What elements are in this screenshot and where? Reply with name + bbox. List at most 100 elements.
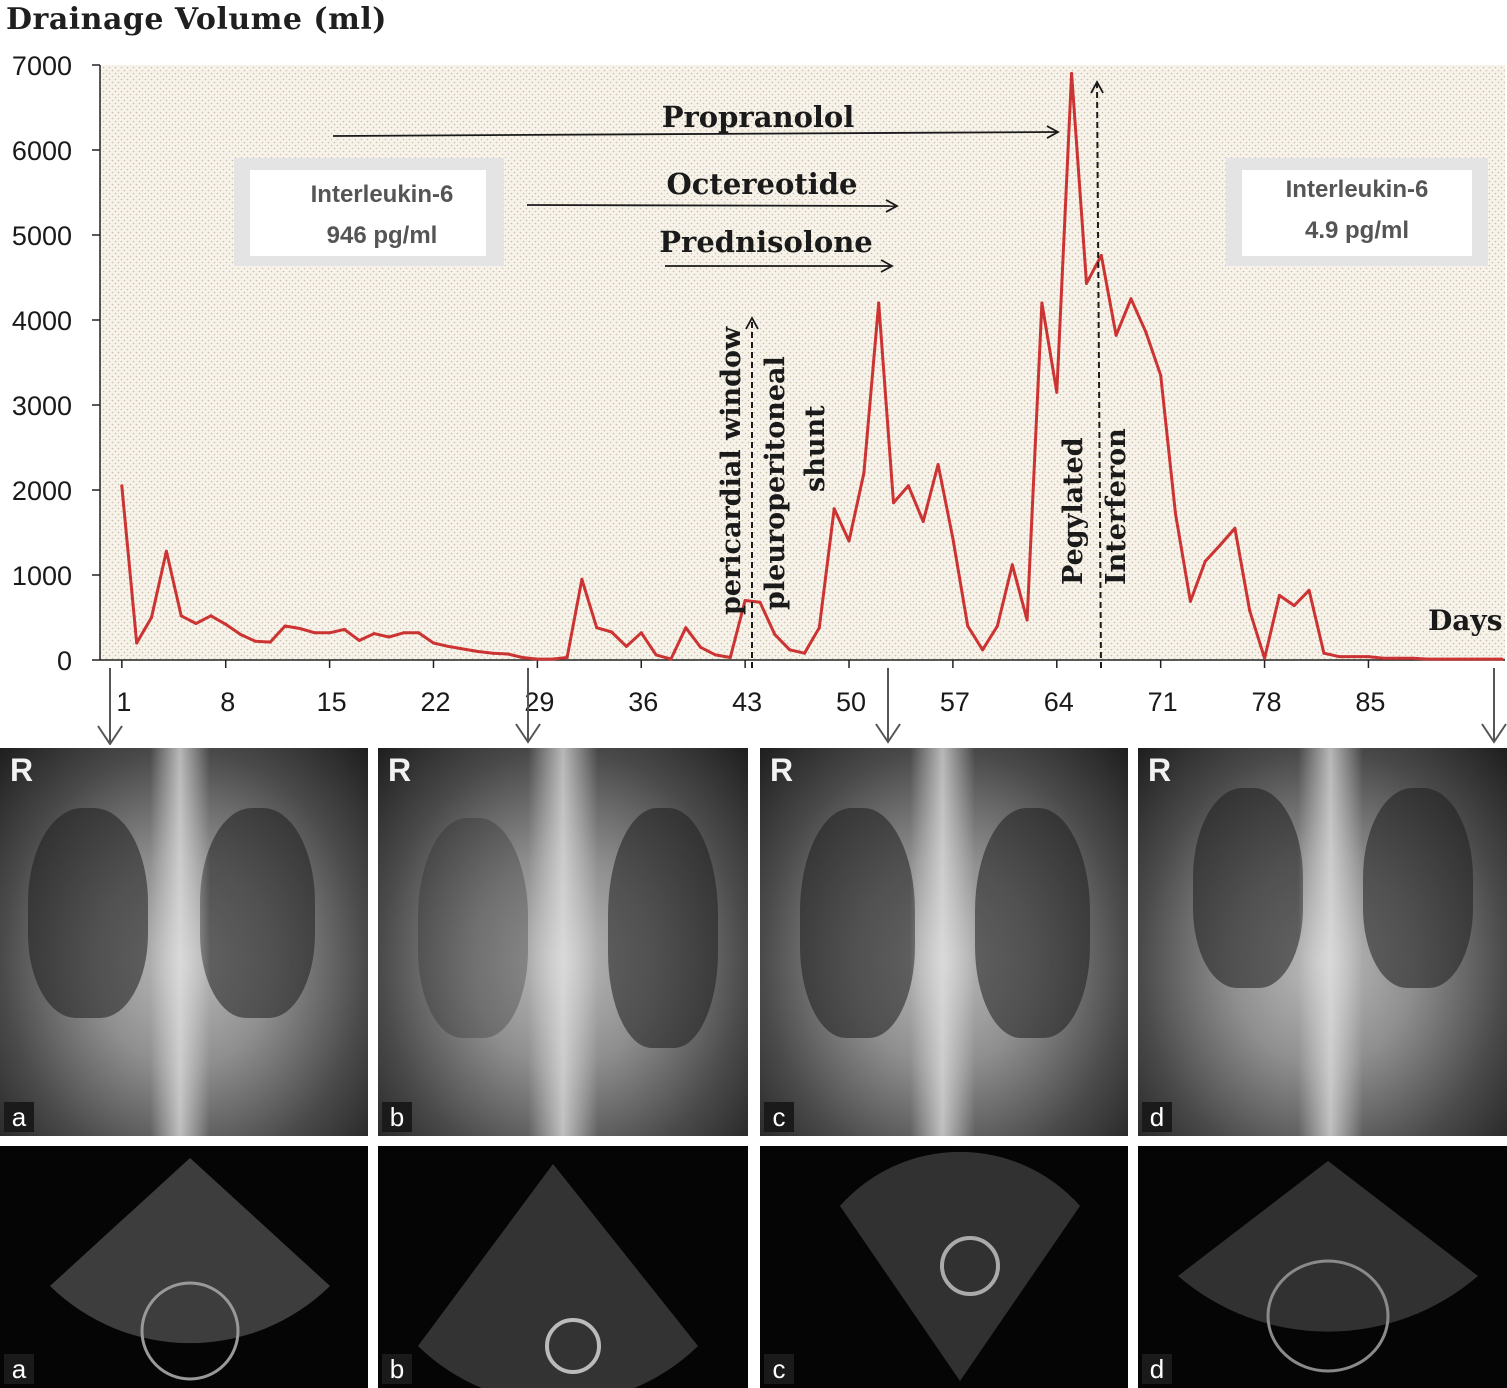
data-point xyxy=(1055,390,1059,394)
y-tick-label: 3000 xyxy=(12,391,72,421)
x-tick-label: 15 xyxy=(317,687,347,717)
data-point xyxy=(194,621,198,625)
data-point xyxy=(758,600,762,604)
xray-b-r-marker: R xyxy=(388,752,412,788)
data-point xyxy=(387,635,391,639)
data-point xyxy=(253,639,257,643)
data-point xyxy=(342,627,346,631)
y-tick-label: 4000 xyxy=(12,306,72,336)
data-point xyxy=(1292,604,1296,608)
echo-panel-c: c xyxy=(760,1146,1128,1388)
x-tick-label: 57 xyxy=(940,687,970,717)
echo-a-label: a xyxy=(4,1354,34,1384)
x-tick-label: 29 xyxy=(524,687,554,717)
data-point xyxy=(431,641,435,645)
data-point xyxy=(1322,651,1326,655)
xray-a-label: a xyxy=(4,1102,34,1132)
data-point xyxy=(966,624,970,628)
xray-panel-a: R a xyxy=(0,748,368,1136)
data-point xyxy=(803,651,806,655)
drainage-series-line xyxy=(120,72,1502,661)
il6-box-right: Interleukin-6 4.9 pg/ml xyxy=(1226,158,1488,266)
x-tick-label: 85 xyxy=(1355,687,1385,717)
x-tick-label: 43 xyxy=(732,687,762,717)
data-point xyxy=(788,648,792,652)
y-ticks: 0 1000 2000 3000 4000 5000 6000 7000 xyxy=(12,51,100,676)
data-point xyxy=(1277,593,1281,597)
data-point xyxy=(684,626,688,630)
y-tick-label: 6000 xyxy=(12,136,72,166)
data-point xyxy=(713,653,717,657)
data-point xyxy=(773,633,777,636)
data-point xyxy=(1144,330,1148,334)
propranolol-label: Propranolol xyxy=(662,100,855,134)
x-tick-label: 64 xyxy=(1044,687,1074,717)
data-point xyxy=(164,549,168,553)
data-point xyxy=(654,653,658,657)
data-point xyxy=(699,645,703,649)
data-point xyxy=(1070,72,1074,75)
x-tick-label: 8 xyxy=(220,687,235,717)
data-point xyxy=(1337,655,1341,659)
y-tick-label: 7000 xyxy=(12,51,72,81)
xray-panel-c: R c xyxy=(760,748,1128,1136)
data-point xyxy=(328,631,332,635)
data-point xyxy=(268,640,272,644)
data-point xyxy=(595,626,599,630)
drainage-chart: 0 1000 2000 3000 4000 5000 6000 7000 1 8 15 22 29 36… xyxy=(12,51,1507,745)
data-point xyxy=(179,614,183,618)
xray-c-r-marker: R xyxy=(770,752,794,788)
data-point xyxy=(1040,301,1044,305)
data-point xyxy=(1188,599,1192,603)
il6-right-line2: 4.9 pg/ml xyxy=(1305,217,1409,244)
echo-c-label: c xyxy=(764,1354,794,1384)
data-point xyxy=(535,657,539,661)
data-point xyxy=(357,638,361,642)
data-point xyxy=(1174,512,1178,516)
echo-d-label: d xyxy=(1142,1354,1172,1384)
data-point xyxy=(1411,656,1415,660)
y-tick-label: 1000 xyxy=(12,561,72,591)
data-point xyxy=(610,630,614,634)
echo-b-label: b xyxy=(382,1354,412,1384)
data-point xyxy=(624,644,628,648)
il6-left-line1: Interleukin-6 xyxy=(311,181,454,208)
data-point xyxy=(995,624,999,628)
data-point xyxy=(476,650,480,653)
data-point xyxy=(461,647,465,651)
interferon-label: Interferon xyxy=(1101,428,1132,585)
data-point xyxy=(1396,656,1400,660)
pleuroperitoneal-label: pleuroperitoneal xyxy=(760,356,791,610)
xray-c-label: c xyxy=(764,1102,794,1132)
data-point xyxy=(981,648,985,652)
xray-d-r-marker: R xyxy=(1148,752,1172,788)
x-tick-label: 71 xyxy=(1148,687,1178,717)
pericardial-window-label: pericardial window xyxy=(716,326,747,615)
octreotide-arrow xyxy=(526,199,899,213)
data-point xyxy=(1159,373,1163,377)
data-point xyxy=(1099,253,1103,257)
data-point xyxy=(402,631,406,635)
data-point xyxy=(847,539,851,543)
data-point xyxy=(1114,333,1118,337)
shunt-label: shunt xyxy=(800,405,831,492)
octreotide-label: Octereotide xyxy=(667,167,858,201)
x-axis-title: Days xyxy=(1428,604,1502,637)
data-point xyxy=(892,501,896,505)
data-point xyxy=(1263,656,1267,660)
data-point xyxy=(1025,618,1029,622)
data-point xyxy=(283,624,287,628)
data-point xyxy=(877,301,881,305)
data-point xyxy=(862,471,866,475)
data-point xyxy=(1470,657,1474,661)
x-tick-label: 50 xyxy=(836,687,866,717)
data-point xyxy=(1455,657,1459,661)
data-point xyxy=(639,631,643,635)
xray-panel-b: R b xyxy=(378,748,748,1136)
interferon-marker xyxy=(1090,80,1104,669)
data-point xyxy=(921,519,925,523)
data-point xyxy=(1426,657,1430,661)
xray-b-label: b xyxy=(382,1102,412,1132)
data-point xyxy=(150,616,154,619)
data-point xyxy=(1203,559,1207,563)
